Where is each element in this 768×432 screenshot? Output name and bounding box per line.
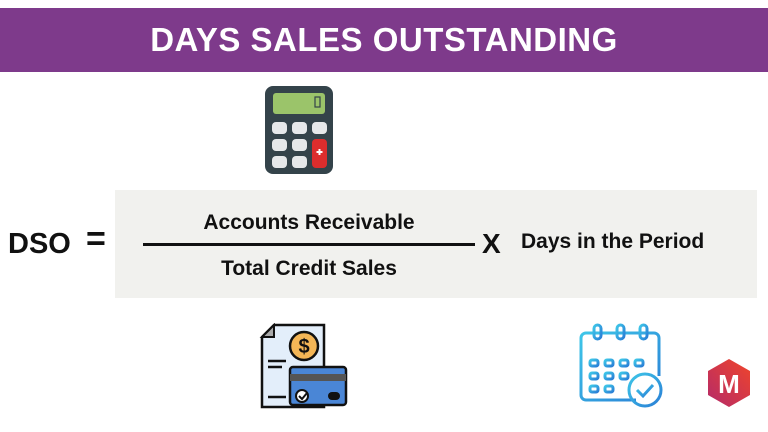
calendar-check-icon — [579, 323, 663, 408]
calculator-icon — [265, 86, 333, 174]
invoice-credit-card-icon: $ — [259, 323, 348, 409]
denominator: Total Credit Sales — [221, 257, 397, 280]
equals-sign: = — [86, 220, 106, 258]
svg-text:M: M — [718, 369, 740, 399]
numerator: Accounts Receivable — [203, 211, 415, 234]
page-title: DAYS SALES OUTSTANDING — [150, 21, 618, 58]
title-banner: DAYS SALES OUTSTANDING — [0, 8, 768, 72]
formula-lhs: DSO — [8, 228, 71, 260]
svg-text:$: $ — [298, 336, 309, 358]
fraction-bar — [143, 243, 475, 246]
m-hexagon-logo: M — [708, 359, 750, 407]
multiply-sign: X — [482, 228, 501, 259]
multiplier: Days in the Period — [521, 230, 705, 253]
